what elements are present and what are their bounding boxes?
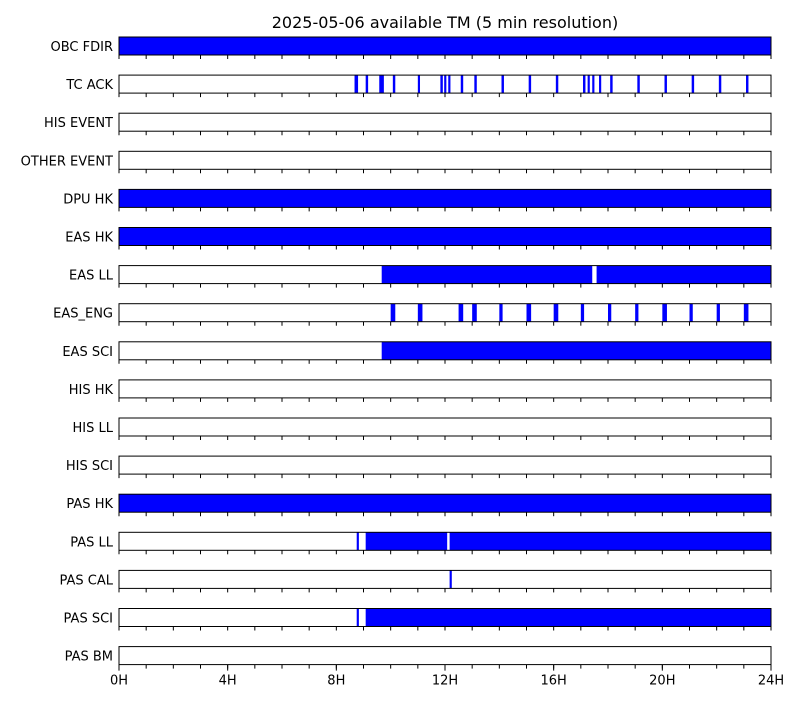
row-label-eas-eng: EAS_ENG [53, 307, 113, 322]
interval-bar-tc-ack-8 [460, 75, 464, 94]
x-tick-label-5: 20H [649, 674, 675, 689]
x-tick-label-1: 4H [219, 674, 237, 689]
row-background-pas-cal [119, 570, 771, 589]
x-tick-label-3: 12H [432, 674, 458, 689]
row-background-other-event [119, 151, 771, 170]
interval-bar-tc-ack-6 [444, 75, 447, 94]
interval-bar-tc-ack-11 [528, 75, 532, 94]
interval-bar-pas-ll-0 [356, 532, 359, 551]
interval-bar-eas-sci-0 [381, 341, 771, 360]
row-label-his-ll: HIS LL [73, 421, 114, 436]
interval-bar-eas-eng-6 [553, 303, 559, 322]
interval-bar-eas-hk-0 [119, 227, 771, 246]
row-label-obc-fdir: OBC FDIR [51, 40, 114, 55]
interval-bar-eas-ll-1 [596, 265, 771, 284]
interval-bar-tc-ack-10 [501, 75, 504, 94]
interval-bar-tc-ack-14 [587, 75, 590, 94]
interval-bar-eas-eng-2 [458, 303, 464, 322]
row-background-his-sci [119, 456, 771, 475]
interval-bar-tc-ack-2 [379, 75, 384, 94]
interval-bar-tc-ack-9 [474, 75, 477, 94]
row-label-pas-cal: PAS CAL [60, 573, 114, 588]
interval-bar-eas-eng-9 [635, 303, 639, 322]
interval-bar-tc-ack-22 [746, 75, 749, 94]
row-label-pas-sci: PAS SCI [64, 612, 113, 627]
interval-bar-tc-ack-3 [392, 75, 396, 94]
interval-bar-eas-eng-1 [417, 303, 423, 322]
interval-bar-tc-ack-13 [583, 75, 586, 94]
interval-bar-dpu-hk-0 [119, 189, 771, 208]
interval-bar-tc-ack-4 [417, 75, 421, 94]
interval-bar-pas-cal-0 [449, 570, 452, 589]
interval-bar-tc-ack-18 [637, 75, 640, 94]
row-label-pas-bm: PAS BM [65, 650, 113, 665]
row-label-eas-sci: EAS SCI [62, 345, 113, 360]
row-label-pas-hk: PAS HK [66, 497, 113, 512]
interval-bar-eas-eng-0 [390, 303, 396, 322]
interval-bar-eas-eng-3 [472, 303, 477, 322]
row-label-dpu-hk: DPU HK [63, 192, 113, 207]
x-tick-label-6: 24H [758, 674, 784, 689]
interval-bar-pas-ll-1 [365, 532, 448, 551]
interval-bar-tc-ack-12 [555, 75, 559, 94]
interval-bar-eas-eng-7 [580, 303, 585, 322]
row-label-tc-ack: TC ACK [65, 78, 113, 93]
interval-bar-tc-ack-21 [718, 75, 722, 94]
interval-bar-tc-ack-5 [440, 75, 443, 94]
interval-bar-eas-eng-10 [662, 303, 667, 322]
interval-bar-tc-ack-20 [691, 75, 695, 94]
row-label-his-sci: HIS SCI [66, 459, 113, 474]
interval-bar-eas-eng-5 [526, 303, 532, 322]
interval-bar-eas-eng-11 [689, 303, 693, 322]
row-label-his-hk: HIS HK [69, 383, 114, 398]
interval-bar-eas-eng-12 [716, 303, 720, 322]
interval-bar-tc-ack-0 [354, 75, 359, 94]
row-background-his-hk [119, 379, 771, 398]
row-label-eas-ll: EAS LL [69, 269, 114, 284]
interval-bar-pas-sci-1 [365, 608, 771, 627]
interval-bar-obc-fdir-0 [119, 37, 771, 55]
interval-bar-tc-ack-1 [365, 75, 369, 94]
interval-bar-tc-ack-7 [448, 75, 451, 94]
x-tick-label-0: 0H [110, 674, 128, 689]
interval-bar-tc-ack-16 [599, 75, 602, 94]
interval-bar-pas-hk-0 [119, 494, 771, 513]
row-label-other-event: OTHER EVENT [21, 154, 113, 169]
interval-bar-tc-ack-15 [592, 75, 595, 94]
interval-bar-pas-sci-0 [356, 608, 359, 627]
interval-bar-eas-eng-13 [743, 303, 749, 322]
row-label-pas-ll: PAS LL [70, 535, 114, 550]
row-background-his-ll [119, 418, 771, 436]
interval-bar-pas-ll-2 [449, 532, 771, 551]
interval-bar-eas-eng-8 [608, 303, 612, 322]
row-label-his-event: HIS EVENT [44, 116, 113, 131]
interval-bar-tc-ack-17 [610, 75, 613, 94]
row-background-pas-bm [119, 646, 771, 665]
row-label-eas-hk: EAS HK [65, 231, 113, 246]
x-tick-label-4: 16H [541, 674, 567, 689]
interval-bar-eas-ll-0 [381, 265, 593, 284]
interval-bar-eas-eng-4 [499, 303, 503, 322]
row-background-his-event [119, 113, 771, 132]
chart-title: 2025-05-06 available TM (5 min resolutio… [272, 13, 618, 32]
row-background-eas-eng [119, 303, 771, 322]
interval-bar-tc-ack-19 [664, 75, 667, 94]
x-tick-label-2: 8H [327, 674, 345, 689]
